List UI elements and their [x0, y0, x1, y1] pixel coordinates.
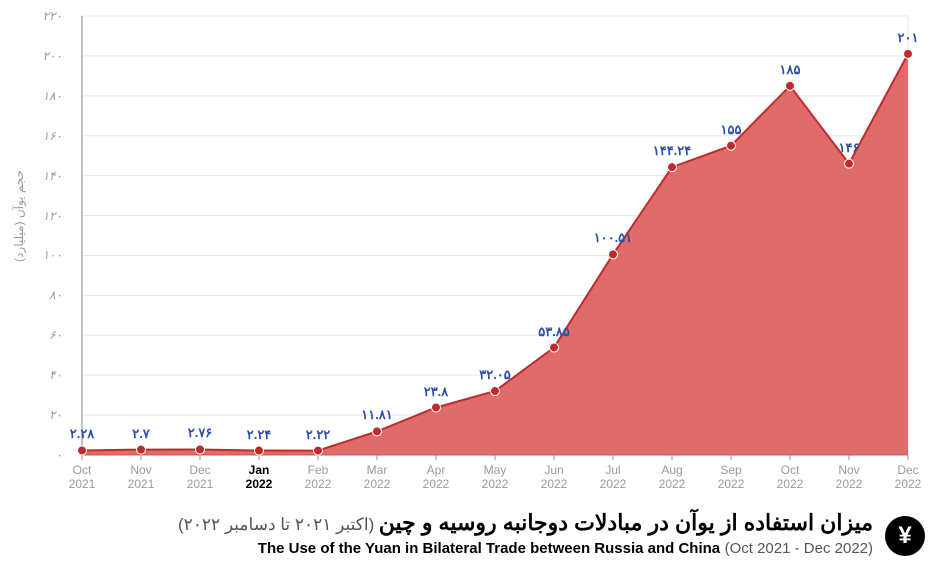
y-tick: ۱۸۰ — [43, 89, 62, 103]
data-label: ۲.۲۲ — [306, 427, 331, 443]
y-tick: ۰ — [56, 448, 62, 462]
y-tick: ۶۰ — [49, 328, 62, 342]
data-label: ۵۳.۸۵ — [538, 324, 570, 340]
data-label: ۱۴۴.۲۴ — [653, 143, 692, 159]
x-tick: Mar2022 — [364, 463, 391, 492]
chart-footer: ¥ میزان استفاده از یوآن در مبادلات دوجان… — [15, 510, 925, 568]
x-tick: Sep2022 — [718, 463, 745, 492]
data-label: ۲.۷ — [132, 426, 150, 442]
y-tick: ۴۰ — [49, 368, 62, 382]
y-tick: ۲۲۰ — [43, 9, 62, 23]
data-label: ۲۳.۸ — [424, 384, 449, 400]
subtitle-persian: (اکتبر ۲۰۲۱ تا دسامبر ۲۰۲۲) — [178, 515, 374, 534]
x-tick: Nov2021 — [128, 463, 155, 492]
y-axis-title: حجم یوآن (میلیارد) — [12, 170, 26, 262]
data-label: ۳۲.۰۵ — [479, 367, 511, 383]
data-label: ۱۸۵ — [780, 62, 801, 78]
x-tick: Oct2022 — [777, 463, 804, 492]
data-label: ۱۵۵ — [721, 122, 742, 138]
x-tick: Apr2022 — [423, 463, 450, 492]
data-label: ۱۱.۸۱ — [361, 407, 393, 423]
data-label: ۲.۲۴ — [247, 427, 272, 443]
data-label: ۲.۷۶ — [188, 425, 213, 441]
x-tick: Feb2022 — [305, 463, 332, 492]
x-tick: Dec2021 — [187, 463, 214, 492]
x-tick: May2022 — [482, 463, 509, 492]
data-label: ۱۰۰.۵۱ — [594, 230, 633, 246]
title-persian: میزان استفاده از یوآن در مبادلات دوجانبه… — [379, 510, 873, 535]
data-label: ۲.۲۸ — [70, 426, 95, 442]
y-tick: ۸۰ — [49, 288, 62, 302]
x-tick: Jun2022 — [541, 463, 568, 492]
x-tick: Jul2022 — [600, 463, 627, 492]
x-tick: Nov2022 — [836, 463, 863, 492]
x-tick: Dec2022 — [895, 463, 922, 492]
x-tick: Oct2021 — [69, 463, 96, 492]
yen-glyph: ¥ — [898, 522, 911, 550]
subtitle-english: (Oct 2021 - Dec 2022) — [725, 540, 873, 557]
data-label: ۲۰۱ — [898, 30, 919, 46]
y-tick: ۱۴۰ — [43, 169, 62, 183]
plot-area — [70, 10, 920, 465]
y-tick: ۱۰۰ — [43, 248, 62, 262]
title-english: The Use of the Yuan in Bilateral Trade b… — [258, 540, 720, 557]
y-tick: ۲۰۰ — [43, 49, 62, 63]
y-tick: ۱۲۰ — [43, 209, 62, 223]
yen-icon: ¥ — [885, 516, 925, 556]
footer-text: میزان استفاده از یوآن در مبادلات دوجانبه… — [15, 510, 873, 558]
data-label: ۱۴۶ — [839, 140, 860, 156]
x-tick: Aug2022 — [659, 463, 686, 492]
x-tick: Jan2022 — [246, 463, 273, 492]
y-tick: ۱۶۰ — [43, 129, 62, 143]
yuan-trade-chart: حجم یوآن (میلیارد) ۰ ۲۰ ۴۰ ۶۰ ۸۰ ۱۰۰ ۱۲۰ ۱۴۰ ۱۶۰… — [0, 0, 940, 573]
y-tick: ۲۰ — [49, 408, 62, 422]
